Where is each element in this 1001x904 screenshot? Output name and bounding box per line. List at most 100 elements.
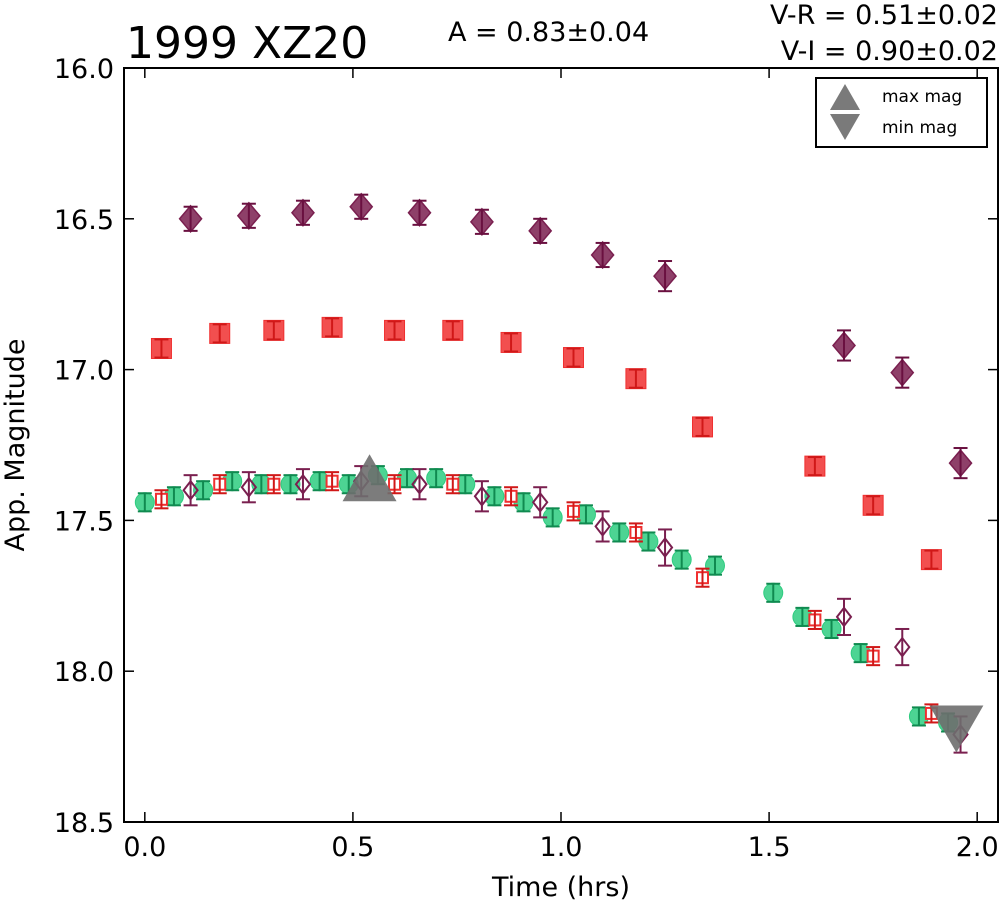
y-tick-label: 16.5 — [54, 205, 114, 236]
error-bar — [504, 486, 519, 507]
series-filled-circle — [134, 465, 959, 733]
legend-label-min-mag: min mag — [882, 118, 957, 138]
error-bar — [266, 320, 281, 341]
error-bar — [866, 646, 881, 667]
error-bar — [837, 597, 852, 637]
error-bar — [807, 609, 822, 630]
error-bar — [196, 480, 211, 501]
error-bar — [474, 480, 489, 513]
y-tick-label: 17.0 — [54, 356, 114, 387]
error-bar — [807, 456, 822, 477]
error-bar — [924, 549, 939, 570]
error-bar — [387, 320, 402, 341]
error-bar — [824, 618, 839, 640]
error-bar — [504, 332, 519, 353]
axes: 0.0 0.5 1.0 1.5 2.0 16.0 16.5 17.0 17.5 18.0 18.5 — [54, 54, 999, 863]
error-bar — [166, 486, 181, 507]
error-bar — [254, 474, 269, 495]
error-bar — [312, 471, 327, 492]
legend-min-mag-icon — [830, 114, 860, 140]
error-bar — [445, 474, 460, 495]
error-bar — [429, 468, 444, 489]
plot-frame — [123, 67, 999, 823]
y-axis-label: App. Magnitude — [0, 339, 31, 552]
error-bar — [412, 199, 427, 226]
x-tick-label: 1.5 — [748, 832, 791, 863]
error-bar — [241, 471, 256, 504]
error-bar — [325, 471, 340, 492]
chart-title: 1999 XZ20 — [126, 18, 368, 69]
error-bar — [325, 317, 340, 338]
vi-color-annotation: V-I = 0.90±0.02 — [781, 36, 998, 67]
error-bar — [183, 205, 198, 232]
error-bar — [795, 606, 810, 627]
error-bar — [212, 474, 227, 495]
error-bar — [895, 356, 910, 389]
error-bar — [895, 627, 910, 667]
error-bar — [766, 582, 781, 603]
error-bar — [516, 492, 531, 513]
legend: max mag min mag — [815, 77, 988, 148]
error-bar — [412, 468, 427, 501]
error-bar — [283, 474, 298, 495]
error-bar — [225, 471, 240, 492]
x-axis-label: Time (hrs) — [491, 872, 630, 903]
error-bar — [533, 486, 548, 519]
error-bar — [866, 495, 881, 516]
y-tick-label: 17.5 — [54, 506, 114, 537]
error-bar — [658, 260, 673, 293]
error-bar — [545, 507, 560, 528]
error-bar — [241, 202, 256, 229]
error-bar — [595, 510, 610, 543]
error-bar — [641, 531, 656, 552]
y-tick-label: 18.5 — [54, 808, 114, 839]
error-bar — [154, 338, 169, 359]
error-bar — [658, 528, 673, 567]
legend-max-mag-icon — [830, 84, 860, 110]
legend-label-max-mag: max mag — [882, 87, 962, 107]
max-mag-marker — [342, 454, 397, 502]
min-mag-marker — [929, 705, 984, 753]
error-bar — [853, 643, 868, 664]
error-bar — [707, 555, 722, 576]
error-bar — [695, 567, 710, 588]
y-tick-label: 18.0 — [54, 657, 114, 688]
error-bar — [400, 468, 415, 489]
error-bar — [137, 492, 152, 513]
x-tick-label: 0.5 — [331, 832, 374, 863]
series-filled-diamond — [178, 192, 973, 480]
error-bar — [266, 474, 281, 495]
x-tick-label: 0.0 — [123, 832, 166, 863]
error-bar — [612, 522, 627, 543]
x-tick-label: 2.0 — [956, 832, 999, 863]
error-bar — [295, 468, 310, 501]
error-bar — [154, 489, 169, 510]
error-bar — [458, 474, 473, 495]
series-open-diamond — [182, 465, 969, 754]
error-bar — [911, 706, 926, 727]
error-bar — [674, 549, 689, 570]
error-bar — [212, 323, 227, 344]
y-tick-label: 16.0 — [54, 54, 114, 85]
error-bar — [595, 241, 610, 269]
error-bar — [578, 504, 593, 525]
amplitude-annotation: A = 0.83±0.04 — [448, 17, 649, 48]
error-bar — [566, 347, 581, 368]
chart-marks — [134, 192, 984, 754]
x-tick-label: 1.0 — [540, 832, 583, 863]
error-bar — [354, 193, 369, 220]
error-bar — [953, 447, 968, 480]
error-bar — [837, 329, 852, 362]
error-bar — [474, 208, 489, 235]
error-bar — [533, 217, 548, 244]
error-bar — [487, 486, 502, 507]
vr-color-annotation: V-R = 0.51±0.02 — [770, 0, 998, 31]
series-filled-square — [150, 316, 942, 571]
error-bar — [628, 522, 643, 543]
error-bar — [566, 501, 581, 522]
error-bar — [183, 474, 198, 507]
error-bar — [628, 368, 643, 389]
error-bar — [445, 320, 460, 341]
error-bar — [295, 199, 310, 226]
